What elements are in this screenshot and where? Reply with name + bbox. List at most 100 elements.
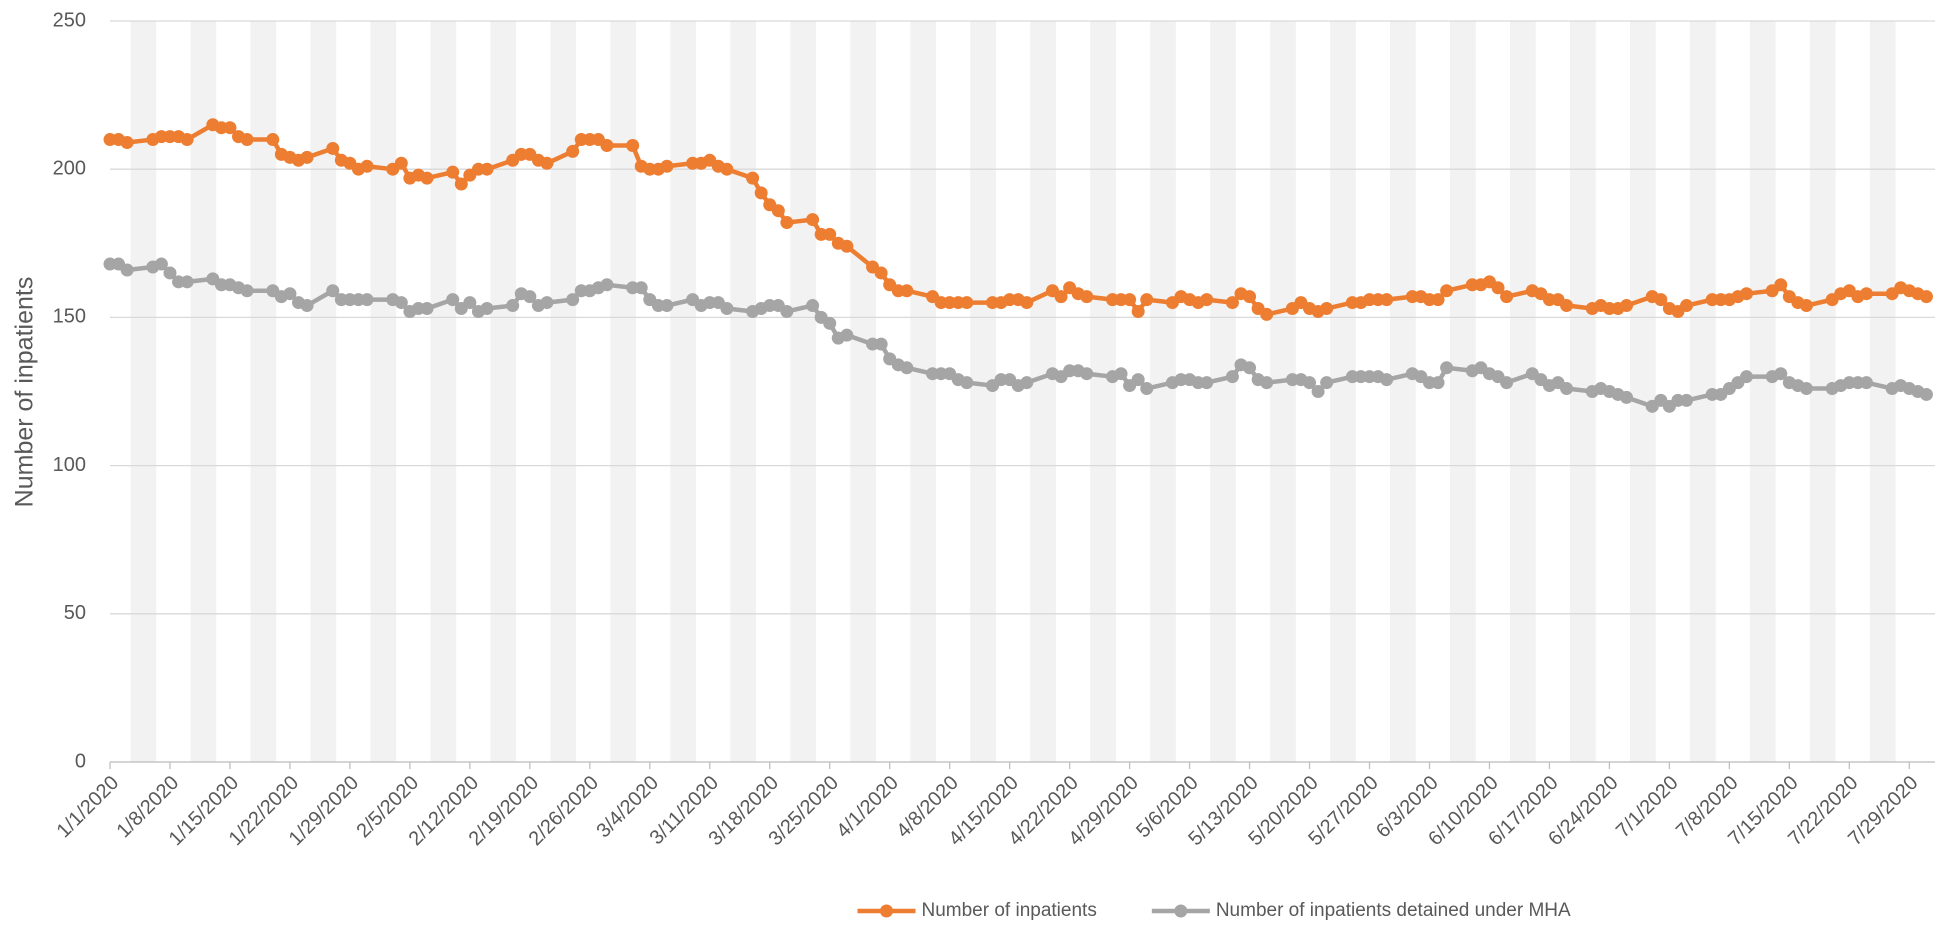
weekend-band xyxy=(430,21,457,762)
y-axis-title: Number of inpatients xyxy=(11,277,39,508)
data-point xyxy=(326,141,340,155)
data-point xyxy=(1243,361,1257,375)
weekend-band xyxy=(910,21,936,762)
weekend-band xyxy=(1629,21,1656,762)
data-point xyxy=(1431,376,1445,390)
data-point xyxy=(360,159,374,173)
data-point xyxy=(1380,373,1394,387)
data-point xyxy=(1243,290,1257,304)
weekend-band xyxy=(610,21,637,762)
data-point xyxy=(960,296,974,310)
data-point xyxy=(240,284,254,298)
data-point xyxy=(660,159,674,173)
weekend-band xyxy=(1150,21,1176,762)
data-point xyxy=(780,304,794,318)
data-point xyxy=(806,299,820,313)
weekend-band xyxy=(1390,21,1416,762)
data-point xyxy=(806,213,820,227)
data-point xyxy=(1114,367,1128,381)
y-tick-label: 150 xyxy=(53,306,86,328)
data-point xyxy=(566,293,580,307)
data-point xyxy=(1919,290,1933,304)
data-point xyxy=(1054,290,1068,304)
data-point xyxy=(874,266,888,280)
data-point xyxy=(506,299,520,313)
data-point xyxy=(540,156,554,170)
data-point xyxy=(1380,293,1394,307)
weekend-band xyxy=(1270,21,1296,762)
data-point xyxy=(154,257,168,271)
data-point xyxy=(1020,376,1034,390)
weekend-band xyxy=(550,21,577,762)
data-point xyxy=(840,239,854,253)
data-point xyxy=(1440,361,1454,375)
y-tick-label: 100 xyxy=(53,454,86,476)
data-point xyxy=(454,177,468,191)
weekend-band xyxy=(1210,21,1236,762)
data-point xyxy=(771,204,785,218)
data-point xyxy=(720,162,734,176)
data-point xyxy=(840,328,854,342)
weekend-band xyxy=(1330,21,1356,762)
data-point xyxy=(566,144,580,158)
data-point xyxy=(1859,376,1873,390)
data-point xyxy=(1774,278,1788,292)
data-point xyxy=(240,133,254,147)
data-point xyxy=(1799,299,1813,313)
data-point xyxy=(960,376,974,390)
data-point xyxy=(626,138,640,152)
weekend-band xyxy=(310,21,337,762)
data-point xyxy=(660,299,674,313)
data-point xyxy=(300,150,314,164)
weekend-band xyxy=(190,21,217,762)
legend-swatch-marker xyxy=(1174,904,1188,918)
data-point xyxy=(180,133,194,147)
data-point xyxy=(540,296,554,310)
y-tick-label: 250 xyxy=(53,9,86,31)
data-point xyxy=(360,293,374,307)
data-point xyxy=(1225,370,1239,384)
data-point xyxy=(420,302,434,316)
weekend-band xyxy=(490,21,517,762)
data-point xyxy=(600,278,614,292)
data-point xyxy=(480,162,494,176)
data-point xyxy=(420,171,434,185)
weekend-bands xyxy=(130,21,1896,762)
data-point xyxy=(780,216,794,230)
legend: Number of inpatients Number of inpatients… xyxy=(857,900,1571,921)
data-point xyxy=(1500,290,1514,304)
data-point xyxy=(1200,376,1214,390)
data-point xyxy=(283,287,297,301)
data-point xyxy=(1620,390,1634,404)
x-tick-label: 7/1/2020 xyxy=(1612,772,1683,843)
x-tick-label: 4/1/2020 xyxy=(832,772,903,843)
data-point xyxy=(1080,290,1094,304)
data-point xyxy=(1740,287,1754,301)
data-point xyxy=(1131,373,1145,387)
data-point xyxy=(1859,287,1873,301)
weekend-band xyxy=(670,21,697,762)
data-point xyxy=(523,290,537,304)
weekend-band xyxy=(1090,21,1116,762)
weekend-band xyxy=(790,21,817,762)
data-point xyxy=(1131,304,1145,318)
data-point xyxy=(266,133,280,147)
data-point xyxy=(1260,307,1274,321)
data-point xyxy=(1620,299,1634,313)
x-tick-label: 1/1/2020 xyxy=(53,772,124,843)
data-point xyxy=(120,136,134,150)
data-point xyxy=(463,296,477,310)
data-point xyxy=(446,293,460,307)
data-point xyxy=(446,165,460,179)
data-point xyxy=(1560,299,1574,313)
data-point xyxy=(754,186,768,200)
data-point xyxy=(1303,376,1317,390)
y-tick-label: 0 xyxy=(75,750,86,772)
weekend-band xyxy=(730,21,757,762)
data-point xyxy=(1080,367,1094,381)
weekend-band xyxy=(130,21,157,762)
data-point xyxy=(1740,370,1754,384)
data-point xyxy=(746,171,760,185)
data-point xyxy=(1654,293,1668,307)
